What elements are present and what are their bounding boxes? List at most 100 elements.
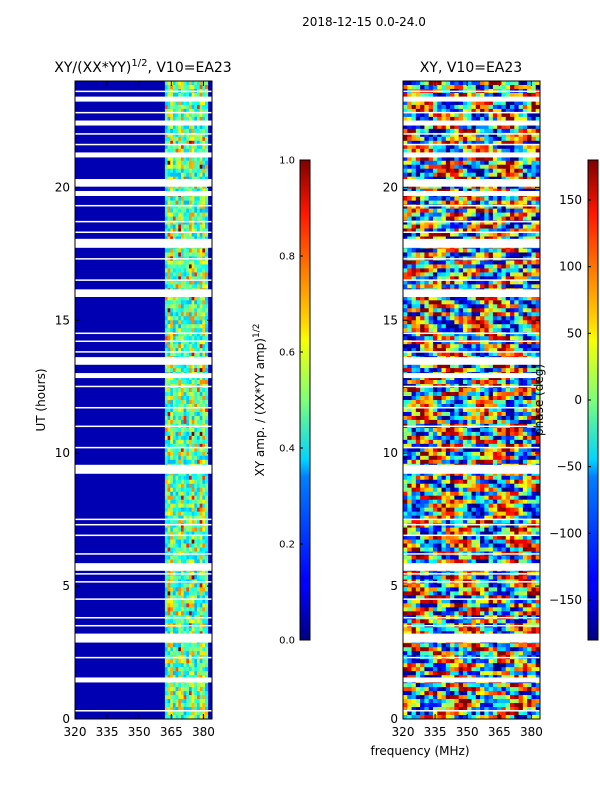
flag-gap	[403, 190, 540, 196]
flag-gap-thin	[75, 573, 212, 575]
colorbar-tick-label: 150	[559, 193, 582, 207]
flag-gap-thin	[403, 616, 540, 619]
y-tick-label: 5	[390, 579, 398, 593]
flag-gap-thin	[403, 385, 540, 388]
right-plot-frame	[402, 80, 541, 720]
colorbar-tick-label: 0	[574, 393, 582, 407]
y-tick-label: 15	[383, 313, 398, 327]
left-colorbar-ticks: 0.0 0.2 0.4 0.6 0.8 1.0	[279, 156, 303, 647]
flag-gap-thin	[75, 133, 212, 135]
colorbar-tick-label: −50	[557, 460, 582, 474]
left-panel-title: XY/(XX*YY)1/2, V10=EA23	[54, 58, 231, 76]
flag-gap-thin	[403, 624, 540, 627]
flag-gap	[75, 242, 212, 248]
flag-gap-thin	[403, 406, 540, 409]
flag-gap-thin	[75, 616, 212, 619]
flag-gap-thin	[403, 446, 540, 449]
flag-gap-thin	[403, 573, 540, 575]
flag-gap-thin	[403, 111, 540, 114]
flag-gap	[75, 238, 212, 244]
right-panel-title: XY, V10=EA23	[420, 60, 522, 76]
left-plot-frame	[74, 80, 213, 720]
colorbar-tick-label: −100	[549, 526, 582, 540]
right-colorbar-label: phase (deg)	[532, 364, 546, 436]
flag-gap	[75, 464, 212, 470]
flag-gap	[403, 238, 540, 244]
colorbar-tick-label: 0.6	[279, 348, 295, 359]
flag-gap-thin	[403, 518, 540, 521]
colorbar-tick-label: −150	[549, 593, 582, 607]
flag-gap	[403, 181, 540, 187]
flag-gap-thin	[75, 534, 212, 537]
flag-gap-thin	[403, 143, 540, 146]
flag-gap	[403, 563, 540, 569]
y-tick-label: 5	[62, 579, 70, 593]
flag-gap	[403, 633, 540, 639]
y-tick-label: 20	[383, 180, 398, 194]
flag-gap-thin	[75, 258, 212, 260]
flag-gap-thin	[75, 624, 212, 627]
right-heatmap	[403, 81, 541, 720]
flag-gap-thin	[403, 340, 540, 343]
left-ylabel: UT (hours)	[34, 368, 48, 431]
flag-gap-thin	[75, 518, 212, 521]
flag-gap-thin	[75, 581, 212, 583]
y-tick-label: 10	[383, 446, 398, 460]
flag-gap-thin	[75, 385, 212, 388]
flag-gap	[75, 677, 212, 683]
flag-gap	[75, 190, 212, 196]
y-tick-label: 15	[55, 313, 70, 327]
x-tick-label: 380	[520, 725, 543, 739]
flag-gap-thin	[403, 710, 540, 712]
flag-gap	[75, 637, 212, 643]
flag-gap-thin	[403, 279, 540, 281]
flag-gap	[403, 357, 540, 363]
x-tick-label: 365	[160, 725, 183, 739]
flag-gap-thin	[403, 90, 540, 93]
flag-gap-thin	[403, 553, 540, 555]
flag-gap-thin	[403, 133, 540, 135]
colorbar-tick-label: 0.2	[279, 540, 295, 551]
flag-gap	[75, 359, 212, 365]
flag-gap-thin	[75, 710, 212, 712]
flag-gap-thin	[75, 351, 212, 353]
flag-gap	[75, 468, 212, 474]
y-tick-label: 20	[55, 180, 70, 194]
flag-gap-thin	[75, 425, 212, 428]
flag-gap-thin	[403, 351, 540, 353]
flag-gap	[403, 289, 540, 295]
flag-gap-thin	[403, 204, 540, 207]
flag-gap	[403, 359, 540, 365]
y-tick-label: 0	[62, 712, 70, 726]
flag-gap	[75, 373, 212, 379]
colorbar-tick-label: 0.4	[279, 444, 295, 455]
flag-gap	[75, 181, 212, 187]
flag-gap	[75, 96, 212, 102]
flag-gap-thin	[75, 332, 212, 335]
x-tick-label: 320	[392, 725, 415, 739]
flag-gap-thin	[75, 523, 212, 526]
flag-gap	[75, 289, 212, 295]
left-colorbar-label: XY amp. / (XX*YY amp)1/2	[252, 324, 267, 477]
flag-gap-thin	[403, 332, 540, 335]
colorbar-tick-label: 0.8	[279, 252, 295, 263]
x-tick-label: 335	[96, 725, 119, 739]
flag-gap	[75, 565, 212, 571]
flag-gap-thin	[75, 279, 212, 281]
right-colorbar-ticks: −150 −100 −50 0 50 100 150	[549, 193, 591, 607]
left-heatmap	[75, 81, 212, 720]
flag-gap	[75, 120, 212, 126]
flag-gap	[403, 120, 540, 126]
flag-gap-thin	[403, 523, 540, 526]
flag-gap-thin	[75, 406, 212, 409]
flag-gap	[403, 464, 540, 470]
flag-gap-thin	[75, 90, 212, 93]
figure-suptitle: 2018-12-15 0.0-24.0	[302, 15, 426, 29]
flag-gap-thin	[403, 534, 540, 537]
flag-gap-thin	[403, 656, 540, 659]
x-tick-label: 350	[128, 725, 151, 739]
y-tick-label: 10	[55, 446, 70, 460]
flag-gap	[403, 152, 540, 158]
colorbar-tick-label: 0.0	[279, 636, 295, 647]
